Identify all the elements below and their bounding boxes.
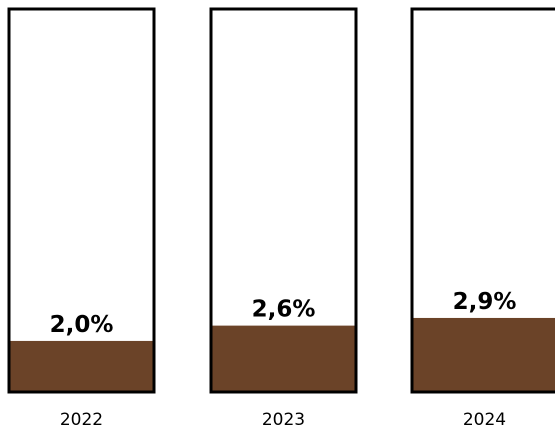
value-label-2022: 2,0% [50,312,114,338]
value-label-2023: 2,6% [252,297,316,323]
category-label-2023: 2023 [262,410,305,428]
category-label-2024: 2024 [463,410,506,428]
category-label-2022: 2022 [60,410,103,428]
bar-frame-2022 [7,7,156,394]
bar-frame-2024 [410,7,555,394]
bar-frame-2023 [209,7,358,394]
bar-fill-2023 [211,325,356,392]
bar-fill-2022 [9,340,154,392]
value-label-2024: 2,9% [453,289,517,315]
bar-fill-2024 [412,317,555,392]
bars-layer: 2,0% 2022 2,6% 2023 2,9% 2024 [7,7,555,428]
